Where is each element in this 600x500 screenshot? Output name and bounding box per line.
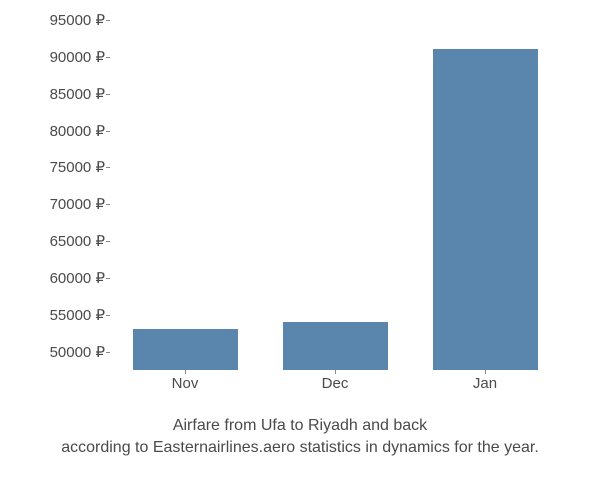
x-tick-mark — [335, 370, 336, 374]
y-tick-mark — [106, 57, 110, 58]
y-tick-label: 80000 ₽ — [25, 122, 105, 140]
x-tick-label: Nov — [172, 375, 199, 392]
y-tick-mark — [106, 315, 110, 316]
chart-caption: Airfare from Ufa to Riyadh and back acco… — [0, 415, 600, 460]
y-tick-mark — [106, 167, 110, 168]
airfare-bar-chart: 50000 ₽ 55000 ₽ 60000 ₽ 65000 ₽ 70000 ₽ 75000… — [20, 15, 580, 435]
x-tick-mark — [485, 370, 486, 374]
y-tick-label: 90000 ₽ — [25, 48, 105, 66]
bar — [283, 322, 388, 370]
y-tick-label: 70000 ₽ — [25, 195, 105, 213]
y-tick-label: 50000 ₽ — [25, 343, 105, 361]
y-tick-label: 65000 ₽ — [25, 232, 105, 250]
y-tick-mark — [106, 278, 110, 279]
y-tick-label: 85000 ₽ — [25, 85, 105, 103]
y-tick-mark — [106, 241, 110, 242]
x-tick-label: Dec — [322, 375, 349, 392]
y-tick-mark — [106, 131, 110, 132]
caption-line-1: Airfare from Ufa to Riyadh and back — [173, 417, 427, 434]
y-tick-label: 60000 ₽ — [25, 269, 105, 287]
caption-line-2: according to Easternairlines.aero statis… — [61, 439, 539, 456]
y-tick-label: 75000 ₽ — [25, 158, 105, 176]
x-tick-label: Jan — [473, 375, 497, 392]
y-tick-label: 55000 ₽ — [25, 306, 105, 324]
bar — [133, 329, 238, 370]
y-tick-mark — [106, 20, 110, 21]
bar — [433, 49, 538, 370]
x-tick-mark — [185, 370, 186, 374]
y-tick-label: 95000 ₽ — [25, 11, 105, 29]
y-tick-mark — [106, 352, 110, 353]
y-tick-mark — [106, 94, 110, 95]
y-tick-mark — [106, 204, 110, 205]
